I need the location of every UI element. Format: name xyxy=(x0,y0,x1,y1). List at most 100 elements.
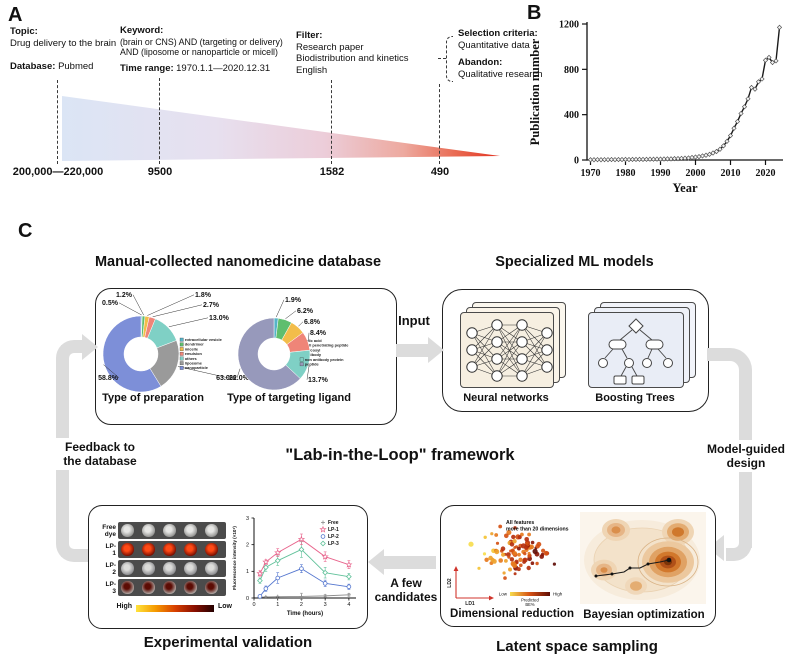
svg-text:High: High xyxy=(553,592,563,597)
svg-text:3: 3 xyxy=(246,516,249,522)
donut-charts: 0.5% extracellular vesicle 1.2% dendrimer 1.… xyxy=(98,292,351,404)
filter-item-2: Biodistribution and kinetics xyxy=(296,53,409,64)
svg-text:LP-3: LP-3 xyxy=(328,541,339,547)
topic-heading: Topic: xyxy=(10,26,38,37)
bayes-label: Bayesian optimization xyxy=(583,609,705,621)
svg-text:1.8%: 1.8% xyxy=(195,292,212,299)
svg-text:BE%: BE% xyxy=(525,602,535,607)
framework-title: "Lab-in-the-Loop" framework xyxy=(285,446,515,464)
funnel-wedge xyxy=(62,96,500,161)
publication-trend-chart: 0 400 800 1200 1970 1980 1990 2000 2010 2020 Year P… xyxy=(528,20,783,195)
svg-text:4: 4 xyxy=(347,602,350,608)
dashed-line-4 xyxy=(439,84,440,164)
criteria-selection-block: Selection criteria: Quantitative data Ab… xyxy=(458,28,578,80)
brain-image-blob xyxy=(163,561,176,576)
svg-text:peptide: peptide xyxy=(305,362,320,367)
svg-text:22.0%: 22.0% xyxy=(229,375,250,382)
svg-text:liposome: liposome xyxy=(185,361,203,366)
selection-value: Quantitative data xyxy=(458,39,530,51)
tree-card-front xyxy=(588,312,684,388)
brain-image-blob xyxy=(121,580,134,595)
scale-high-label: High xyxy=(116,603,132,610)
count-final: 490 xyxy=(430,166,450,178)
brain-image-blob xyxy=(121,523,134,538)
contour-lobe-left xyxy=(591,559,617,581)
svg-text:0: 0 xyxy=(574,156,579,167)
contour-lobe-bottom xyxy=(625,577,647,595)
svg-text:extracellular vesicle: extracellular vesicle xyxy=(185,337,223,342)
brain-image-blob xyxy=(205,580,218,595)
svg-text:13.7%: 13.7% xyxy=(308,377,329,384)
brain-image-blob xyxy=(184,580,197,595)
topic-value: Drug delivery to the brain xyxy=(10,37,117,49)
svg-text:micelle: micelle xyxy=(185,346,199,351)
brain-image-blob xyxy=(163,542,176,557)
database-panel-title: Manual-collected nanomedicine database xyxy=(94,254,382,270)
scale-low-label: Low xyxy=(218,603,232,610)
dashed-line-2 xyxy=(159,78,160,164)
svg-text:Time (hours): Time (hours) xyxy=(287,611,323,617)
svg-text:LP-2: LP-2 xyxy=(328,534,339,540)
svg-text:58.8%: 58.8% xyxy=(98,375,119,382)
svg-text:Year: Year xyxy=(673,181,698,195)
abandon-value: Qualitative research xyxy=(458,68,543,80)
latent-title: Latent space sampling xyxy=(496,638,658,655)
dashed-bracket-stub xyxy=(438,58,446,59)
criteria-keyword-block: Keyword: (brain or CNS) AND (targeting o… xyxy=(120,25,296,74)
loop-arrow-left-elbow xyxy=(56,340,84,368)
svg-text:antibody: antibody xyxy=(305,352,322,357)
svg-text:1970: 1970 xyxy=(581,168,601,179)
mice-row-label: Free dye xyxy=(102,524,116,538)
few-candidates-line2: candidates xyxy=(374,590,438,604)
svg-text:1.9%: 1.9% xyxy=(285,297,302,304)
brain-image-blob xyxy=(142,523,155,538)
svg-text:non antibody protein: non antibody protein xyxy=(305,357,344,362)
time-range-value: 1970.1.1—2020.12.31 xyxy=(176,62,271,74)
svg-text:cell penetrating peptide: cell penetrating peptide xyxy=(305,343,350,348)
brain-image-blob xyxy=(184,542,197,557)
brain-image-blob xyxy=(205,542,218,557)
count-initial: 200,000—220,000 xyxy=(12,166,104,178)
keyword-heading: Keyword: xyxy=(120,25,164,36)
svg-text:Type of targeting ligand: Type of targeting ligand xyxy=(227,392,351,404)
svg-text:800: 800 xyxy=(564,65,579,76)
svg-text:2: 2 xyxy=(246,542,249,548)
dashed-line-1 xyxy=(57,80,58,164)
svg-text:more than 20 dimensions: more than 20 dimensions xyxy=(506,527,569,533)
svg-text:2010: 2010 xyxy=(721,168,741,179)
model-guided-line1: Model-guided xyxy=(707,442,785,456)
brain-image-blob xyxy=(163,523,176,538)
filter-item-3: English xyxy=(296,64,328,76)
brain-image-blob xyxy=(163,580,176,595)
svg-text:Predicted: Predicted xyxy=(521,598,539,603)
brain-image-blob xyxy=(205,561,218,576)
bayesian-optimization-plot xyxy=(580,512,706,604)
panel-c-label: C xyxy=(18,220,33,242)
input-arrow-head xyxy=(428,337,444,363)
filter-heading: Filter: xyxy=(296,30,323,41)
mice-row-label: LP- 3 xyxy=(105,581,116,595)
svg-text:0: 0 xyxy=(252,602,255,608)
svg-text:emulsion: emulsion xyxy=(185,351,203,356)
input-arrow-bar xyxy=(396,344,428,357)
svg-text:0: 0 xyxy=(246,596,249,602)
selection-heading: Selection criteria: xyxy=(458,28,538,39)
svg-text:8.4%: 8.4% xyxy=(310,330,327,337)
brain-image-blob xyxy=(142,561,155,576)
feedback-label: Feedback to the database xyxy=(50,438,150,470)
svg-text:0.5%: 0.5% xyxy=(102,300,119,307)
svg-text:folic acid: folic acid xyxy=(305,338,322,343)
svg-text:glycosyl: glycosyl xyxy=(305,347,321,352)
nn-label: Neural networks xyxy=(463,392,549,404)
svg-text:Fluorescence intensity (×10⁷): Fluorescence intensity (×10⁷) xyxy=(232,526,237,590)
count-keyword: 9500 xyxy=(147,166,173,178)
filter-item-1: Research paper xyxy=(296,41,364,53)
svg-text:6.8%: 6.8% xyxy=(304,319,321,326)
count-filter: 1582 xyxy=(319,166,345,178)
fluorescence-chart: 0 1 2 3 0 1 2 3 4 Time (hours) Fluorescence intens… xyxy=(232,516,356,617)
mice-row-label: LP- 2 xyxy=(105,562,116,576)
neural-network-diagram xyxy=(466,319,553,382)
svg-text:1.2%: 1.2% xyxy=(116,292,133,299)
dashed-bracket xyxy=(446,36,453,82)
